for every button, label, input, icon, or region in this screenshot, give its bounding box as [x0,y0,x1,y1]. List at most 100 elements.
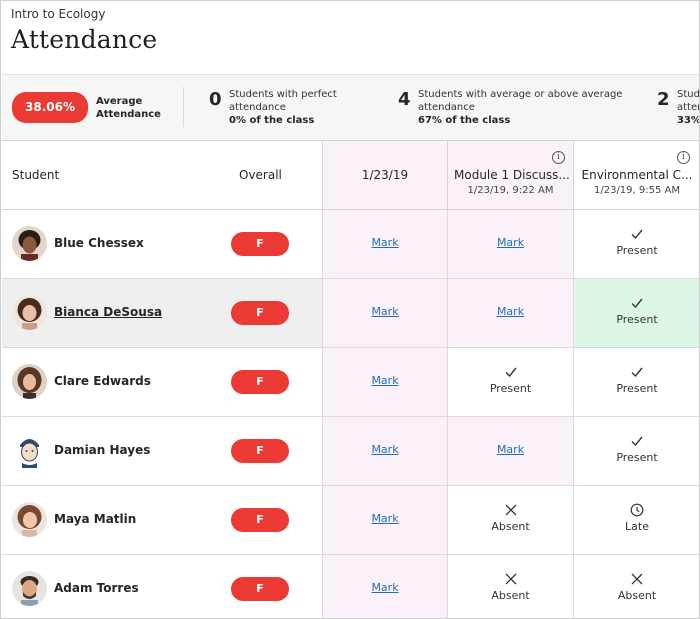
status-label: Present [616,382,658,395]
status-label: Absent [491,520,530,533]
attendance-cell: Mark [322,279,447,347]
student-name[interactable]: Clare Edwards [54,374,151,388]
column-subtitle: 1/23/19, 9:55 AM [593,185,680,196]
table-row: Clare Edwards F Mark Present Present [2,348,699,417]
average-label-line2: Attendance [96,109,161,120]
student-name[interactable]: Damian Hayes [54,443,151,457]
stat-line2: atten [677,102,699,113]
grade-badge[interactable]: F [231,370,289,394]
stat-text: Stude atten 33% [677,88,700,127]
grade-badge[interactable]: F [231,301,289,325]
column-header-module-1-discussion[interactable]: i Module 1 Discuss... 1/23/19, 9:22 AM [447,141,573,209]
attendance-cell: Mark [322,417,447,485]
status-label: Late [625,520,649,533]
avatar [12,364,47,399]
attendance-summary: 38.06% Average Attendance 0 Students wit… [2,74,700,140]
column-title: 1/23/19 [361,168,409,182]
attendance-cell[interactable]: Late [573,486,699,554]
column-header-student[interactable]: Student [12,168,60,182]
grade-badge[interactable]: F [231,439,289,463]
attendance-cell: Mark [447,210,573,278]
attendance-cell: Mark [447,417,573,485]
status-label: Present [616,451,658,464]
grade-badge[interactable]: F [231,577,289,601]
x-icon [505,504,516,516]
student-name[interactable]: Adam Torres [54,581,139,595]
attendance-cell[interactable]: Present [447,348,573,416]
attendance-cell[interactable]: Present [573,279,699,347]
table-row: Bianca DeSousa F Mark Mark Present [2,279,699,348]
clock-icon [630,503,644,517]
grade-badge[interactable]: F [231,232,289,256]
column-header-overall[interactable]: Overall [239,168,282,182]
mark-link[interactable]: Mark [371,443,399,456]
average-attendance-badge: 38.06% [12,92,88,123]
mark-link[interactable]: Mark [371,512,399,525]
attendance-cell[interactable]: Absent [573,555,699,618]
stat-percent: 0% of the class [229,115,315,126]
table-row: Damian Hayes F Mark Mark Present [2,417,699,486]
check-icon [505,367,517,378]
check-icon [631,367,643,378]
status-label: Absent [491,589,530,602]
table-row: Blue Chessex F Mark Mark Present [2,210,699,279]
student-name[interactable]: Bianca DeSousa [54,305,163,319]
stat-number: 4 [398,89,411,110]
attendance-cell[interactable]: Absent [447,555,573,618]
avatar [12,295,47,330]
column-subtitle: 1/23/19, 9:22 AM [467,185,554,196]
mark-link[interactable]: Mark [371,236,399,249]
student-name[interactable]: Maya Matlin [54,512,137,526]
table-row: Adam Torres F Mark Absent Absent [2,555,699,618]
mark-link[interactable]: Mark [371,374,399,387]
stat-text: Students with perfect attendance 0% of t… [229,88,337,127]
grade-badge[interactable]: F [231,508,289,532]
status-label: Present [616,244,658,257]
x-icon [505,573,516,585]
course-name: Intro to Ecology [11,7,106,21]
grid-header: Student Overall 1/23/19 i Module 1 Discu… [2,140,699,210]
stat-percent: 67% of the class [418,115,511,126]
stat-number: 0 [209,89,222,110]
column-title: Environmental C... [581,168,693,182]
attendance-cell[interactable]: Present [573,348,699,416]
summary-divider [183,87,184,127]
stat-line2: attendance [418,102,475,113]
status-label: Absent [617,589,657,602]
check-icon [631,436,643,447]
attendance-cell: Mark [447,279,573,347]
column-header-date[interactable]: 1/23/19 [322,141,447,209]
column-title: Module 1 Discuss... [454,168,570,182]
avatar [12,226,47,261]
avatar [12,502,47,537]
page-title: Attendance [11,25,158,54]
status-label: Present [489,382,532,395]
attendance-cell[interactable]: Absent [447,486,573,554]
column-header-environmental[interactable]: i Environmental C... 1/23/19, 9:55 AM [573,141,699,209]
attendance-cell: Mark [322,486,447,554]
check-icon [631,229,643,240]
mark-link[interactable]: Mark [371,581,399,594]
stat-percent: 33% [677,115,700,126]
info-icon[interactable]: i [677,151,690,164]
mark-link[interactable]: Mark [496,305,525,318]
attendance-cell[interactable]: Present [573,417,699,485]
stat-text: Students with average or above average a… [418,88,622,127]
student-name[interactable]: Blue Chessex [54,236,144,250]
x-icon [631,573,643,585]
avatar [12,571,47,606]
mark-link[interactable]: Mark [496,236,525,249]
stat-line1: Students with perfect [229,89,337,100]
mark-link[interactable]: Mark [371,305,399,318]
avatar [12,433,47,468]
stat-line1: Stude [677,89,700,100]
stat-number: 2 [657,89,670,110]
mark-link[interactable]: Mark [496,443,525,456]
status-label: Present [616,313,658,326]
attendance-cell: Mark [322,348,447,416]
average-label-line1: Average [96,96,143,107]
attendance-cell[interactable]: Present [573,210,699,278]
stat-line1: Students with average or above average [418,89,623,100]
info-icon[interactable]: i [552,151,565,164]
